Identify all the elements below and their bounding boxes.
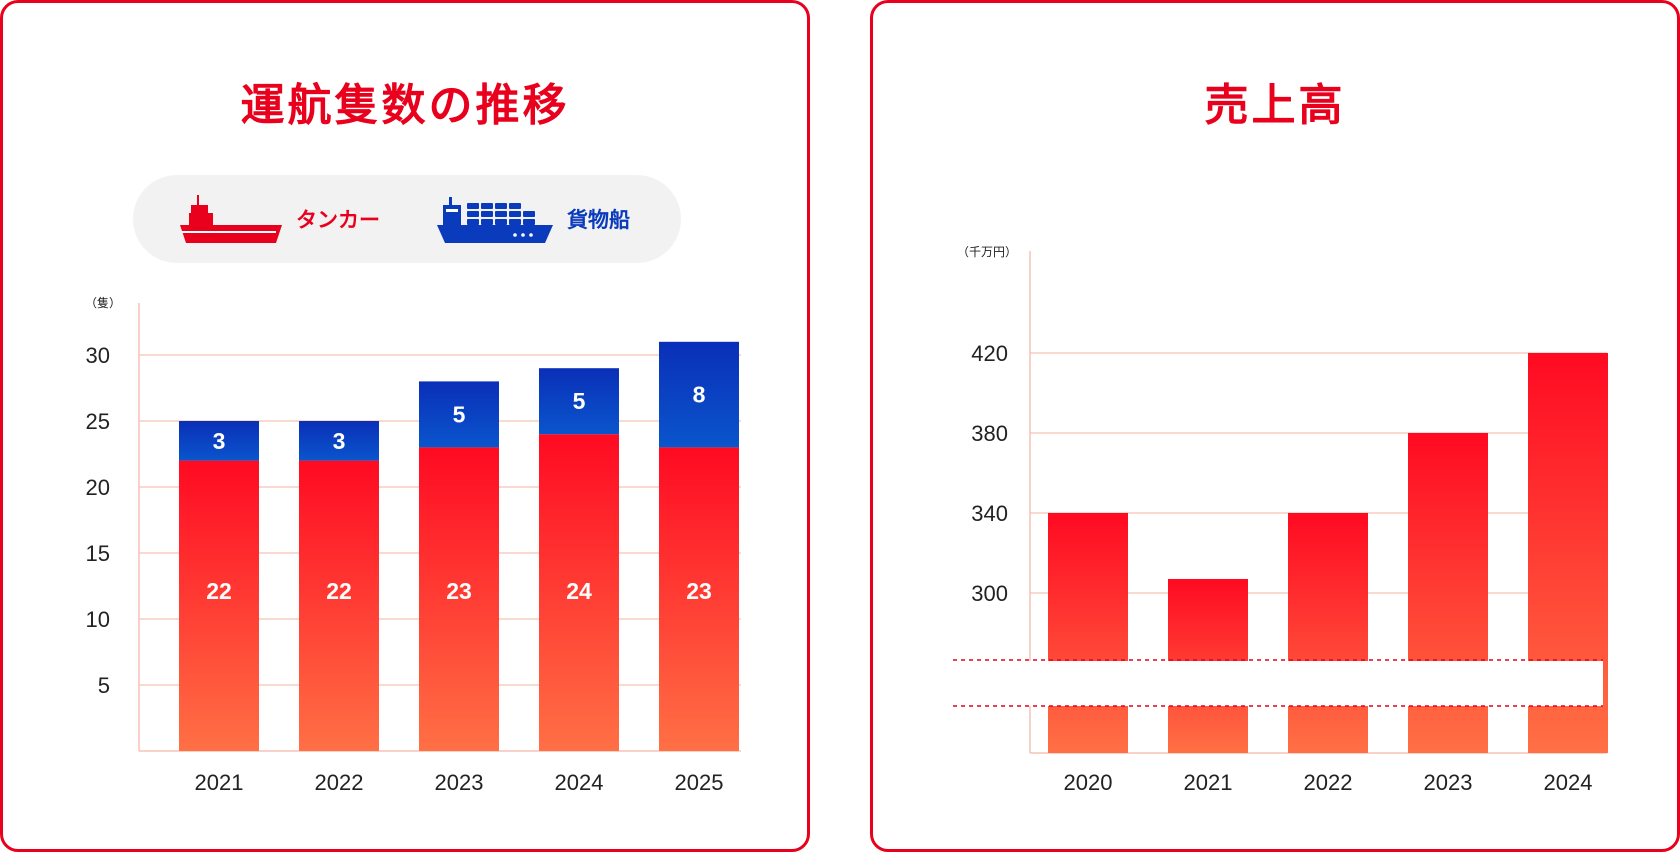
- y-tick-label: 300: [971, 581, 1008, 606]
- y-tick-label: 380: [971, 421, 1008, 446]
- legend-item-cargo: 貨物船: [435, 175, 630, 263]
- x-tick-label: 2025: [675, 770, 724, 795]
- tanker-bar-label: 23: [446, 578, 472, 604]
- fleet-unit-label: （隻）: [85, 296, 122, 310]
- axis-break-band: [953, 661, 1603, 706]
- cargo-bar-label: 3: [213, 428, 226, 454]
- sales-unit-label: （千万円）: [957, 245, 1018, 259]
- x-tick-label: 2021: [195, 770, 244, 795]
- y-tick-label: 10: [86, 607, 110, 632]
- tanker-ship-icon: [180, 195, 282, 243]
- cargo-bar: [659, 341, 739, 448]
- cargo-bar: [419, 381, 499, 448]
- y-tick-label: 25: [86, 409, 110, 434]
- x-tick-label: 2020: [1064, 770, 1113, 795]
- y-tick-label: 20: [86, 475, 110, 500]
- fleet-bar-chart: 5101520253022320212232022235202324520242…: [86, 303, 741, 795]
- cargo-bar-label: 5: [573, 388, 586, 414]
- cargo-bar: [179, 421, 259, 461]
- x-tick-label: 2024: [1544, 770, 1593, 795]
- sales-chart-title: 売上高: [1204, 80, 1346, 131]
- y-tick-label: 340: [971, 501, 1008, 526]
- tanker-bar-label: 22: [326, 578, 352, 604]
- x-tick-label: 2022: [1304, 770, 1353, 795]
- fleet-legend: タンカー 貨物船: [133, 175, 681, 263]
- cargo-bar-label: 8: [693, 382, 706, 408]
- x-tick-label: 2021: [1184, 770, 1233, 795]
- cargo-bar-label: 3: [333, 428, 346, 454]
- fleet-count-panel: 運航隻数の推移 タンカー: [0, 0, 810, 852]
- y-tick-label: 30: [86, 343, 110, 368]
- x-tick-label: 2024: [555, 770, 604, 795]
- tanker-bar: [539, 434, 619, 751]
- cargo-bar: [299, 421, 379, 461]
- legend-item-tanker: タンカー: [178, 175, 380, 263]
- cargo-bar-label: 5: [453, 401, 466, 427]
- sales-panel: 売上高 （千万円） 300 340 380 420 2020 2021 2022 2023 20…: [870, 0, 1680, 852]
- x-tick-label: 2023: [435, 770, 484, 795]
- sales-bar-chart: 300 340 380 420 2020 2021 2022 2023 2024: [953, 251, 1608, 795]
- tanker-bar: [179, 460, 259, 751]
- tanker-bar-label: 23: [686, 578, 712, 604]
- tanker-bar-label: 24: [566, 578, 592, 604]
- sales-bar: [1048, 513, 1128, 753]
- tanker-bar: [299, 460, 379, 751]
- y-tick-label: 420: [971, 341, 1008, 366]
- sales-bar: [1288, 513, 1368, 753]
- tanker-bar: [419, 447, 499, 751]
- legend-label-cargo: 貨物船: [567, 208, 630, 232]
- y-tick-label: 5: [98, 673, 110, 698]
- cargo-bar: [539, 368, 619, 435]
- x-tick-label: 2023: [1424, 770, 1473, 795]
- tanker-bar: [659, 447, 739, 751]
- legend-label-tanker: タンカー: [296, 208, 380, 232]
- x-tick-label: 2022: [315, 770, 364, 795]
- fleet-chart-title: 運航隻数の推移: [240, 80, 570, 131]
- tanker-bar-label: 22: [206, 578, 232, 604]
- y-tick-label: 15: [86, 541, 110, 566]
- cargo-ship-icon: [437, 197, 553, 243]
